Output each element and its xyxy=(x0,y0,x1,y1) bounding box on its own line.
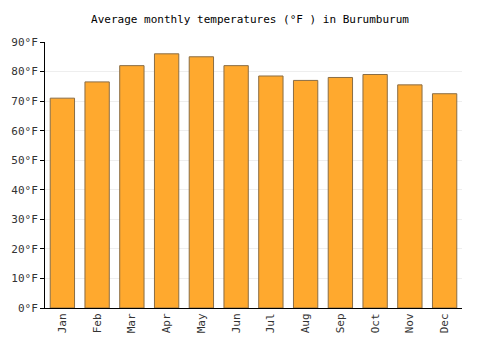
svg-text:May: May xyxy=(195,313,208,333)
svg-text:Jul: Jul xyxy=(264,313,277,333)
svg-text:Jun: Jun xyxy=(230,313,243,333)
svg-text:60°F: 60°F xyxy=(11,125,38,138)
svg-text:90°F: 90°F xyxy=(11,36,38,49)
svg-text:Oct: Oct xyxy=(369,313,382,333)
svg-text:80°F: 80°F xyxy=(11,65,38,78)
svg-text:10°F: 10°F xyxy=(11,272,38,285)
svg-text:20°F: 20°F xyxy=(11,243,38,256)
svg-text:Nov: Nov xyxy=(403,313,416,333)
svg-text:Jan: Jan xyxy=(56,313,69,333)
svg-text:0°F: 0°F xyxy=(18,302,38,315)
svg-text:Sep: Sep xyxy=(334,313,347,333)
svg-text:Dec: Dec xyxy=(438,313,451,333)
svg-text:50°F: 50°F xyxy=(11,154,38,167)
svg-text:40°F: 40°F xyxy=(11,184,38,197)
svg-text:Feb: Feb xyxy=(91,313,104,333)
svg-text:70°F: 70°F xyxy=(11,95,38,108)
svg-text:Mar: Mar xyxy=(125,313,138,333)
svg-text:Aug: Aug xyxy=(299,313,312,333)
svg-text:30°F: 30°F xyxy=(11,213,38,226)
svg-text:Average monthly temperatures (: Average monthly temperatures (°F ) in Bu… xyxy=(91,13,409,26)
svg-text:Apr: Apr xyxy=(160,313,173,333)
